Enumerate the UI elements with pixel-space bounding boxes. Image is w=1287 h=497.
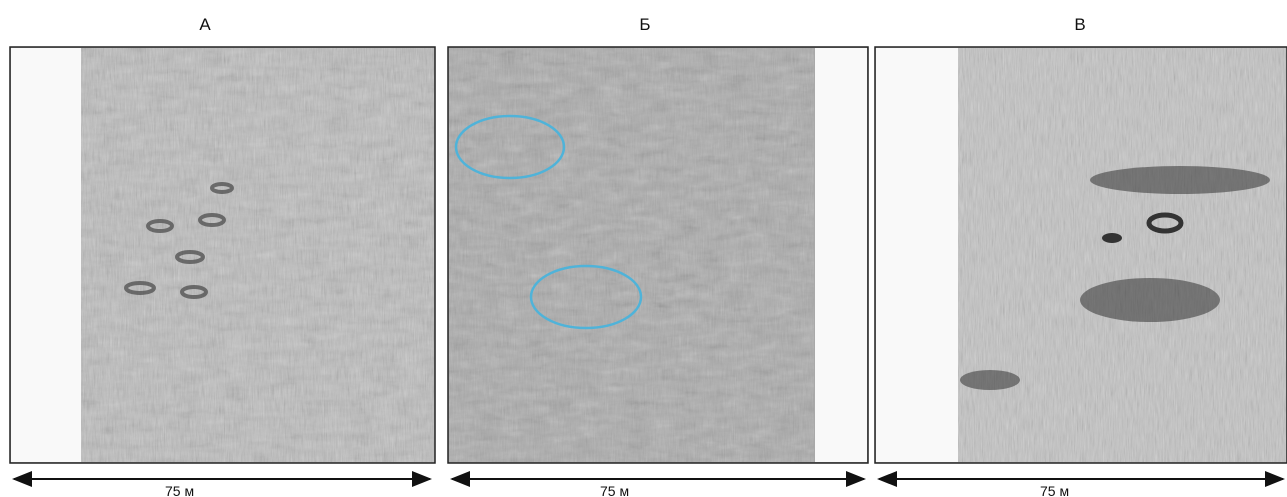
scale-label: 75 м [600,483,629,497]
panel-b: Б 75 м [448,15,868,497]
scale-label: 75 м [1040,483,1069,497]
panel-label: А [199,15,211,34]
panel-c: В 75 м [875,15,1287,497]
scale-label: 75 м [165,483,194,497]
panel-label: Б [639,15,650,34]
figure: А 75 м Б 75 м В 75 м [0,0,1287,497]
panel-label: В [1074,15,1085,34]
panel-a: А 75 м [10,15,435,497]
